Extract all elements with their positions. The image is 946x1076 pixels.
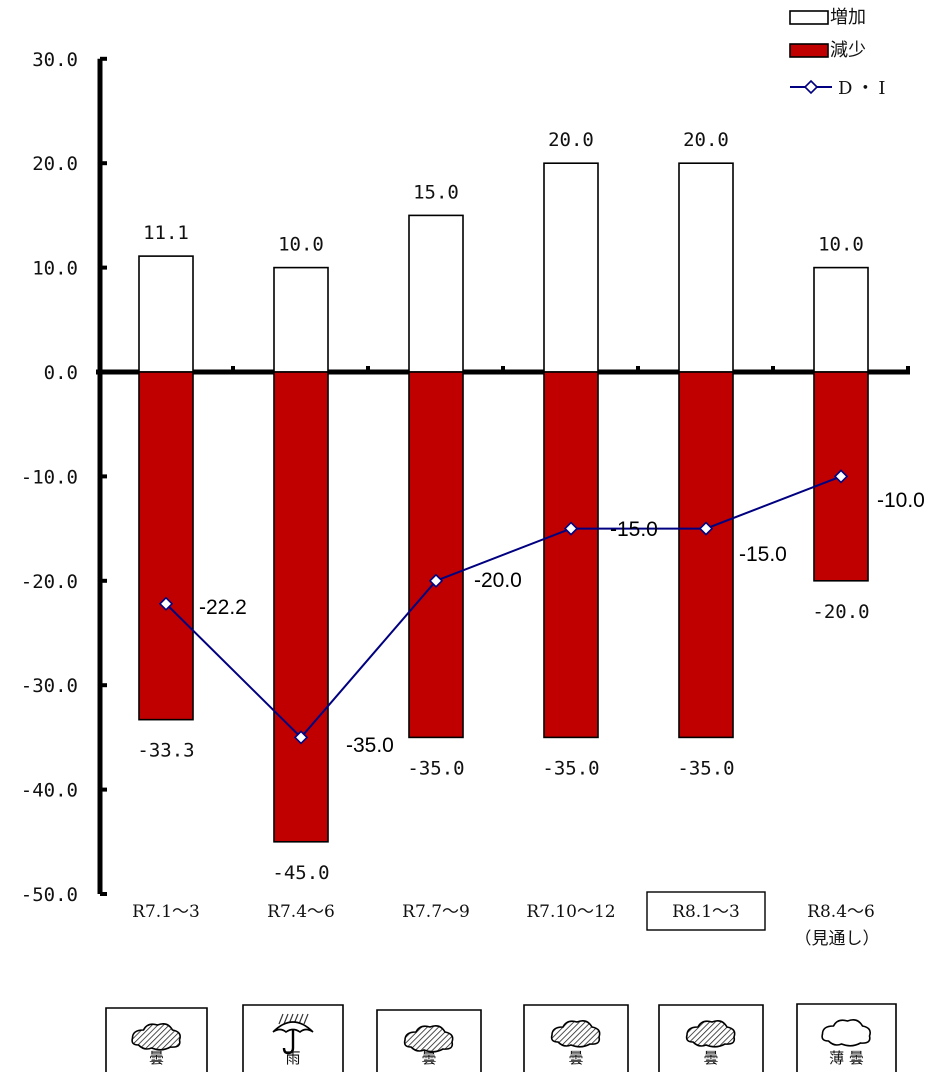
di-series-line (165, 475, 842, 739)
weather-panel-frame (658, 1004, 764, 1072)
decrease-value-label: -35.0 (407, 757, 464, 779)
bar-increase (408, 214, 464, 373)
light-cloud-icon (821, 1019, 871, 1047)
y-tick-label: -30.0 (21, 675, 78, 697)
bar-decrease (678, 371, 734, 739)
decrease-value-label: -35.0 (677, 757, 734, 779)
rain-icon (272, 1013, 314, 1055)
weather-panel: 薄 曇 (796, 1003, 897, 1072)
legend-swatch-increase (789, 10, 829, 25)
umbrella-handle (282, 1030, 295, 1055)
cloudy-icon (403, 1025, 454, 1053)
weather-panel: 曇 (376, 1009, 482, 1072)
weather-label: 雨 (285, 1049, 300, 1067)
increase-value-label: 20.0 (548, 129, 594, 151)
weather-label: 曇 (421, 1049, 436, 1067)
di-value-label: -10.0 (877, 489, 925, 512)
y-tick-label: 10.0 (32, 258, 78, 280)
legend-label-di: D・I (838, 78, 890, 99)
bar-decrease (273, 371, 329, 843)
legend-label-increase: 増加 (830, 7, 866, 28)
di-point (833, 469, 849, 484)
decrease-value-label: -33.3 (137, 740, 194, 762)
decrease-value-label: -45.0 (272, 862, 329, 884)
bar-decrease (543, 371, 599, 739)
di-point (158, 596, 174, 611)
y-tick-label: 0.0 (44, 362, 78, 384)
weather-label: 曇 (703, 1049, 718, 1067)
y-tick-label: -10.0 (21, 466, 78, 488)
di-point (293, 730, 309, 745)
bar-increase (678, 162, 734, 373)
legend-label-decrease: 減少 (830, 40, 866, 61)
decrease-value-label: -20.0 (812, 601, 869, 623)
rain-drop (303, 1013, 309, 1025)
category-sublabel: （見通し） (795, 929, 880, 949)
weather-panel-frame (796, 1003, 897, 1072)
y-tick-label: 30.0 (32, 49, 78, 71)
bar-increase (273, 266, 329, 373)
category-label: R7.10～12 (526, 902, 615, 922)
di-value-label: -20.0 (474, 569, 522, 592)
di-value-label: -15.0 (610, 518, 658, 541)
bar-increase (813, 266, 869, 373)
increase-value-label: 10.0 (818, 234, 864, 256)
cloudy-icon (685, 1020, 736, 1048)
decrease-value-label: -35.0 (542, 757, 599, 779)
cloudy-icon (550, 1020, 601, 1048)
weather-panel: 曇 (105, 1007, 208, 1072)
bars (138, 162, 869, 843)
di-value-label: -22.2 (199, 596, 247, 619)
weather-label: 薄 曇 (829, 1049, 864, 1067)
increase-value-label: 15.0 (413, 181, 459, 203)
category-label: R7.1～3 (132, 902, 200, 922)
category-label: R7.4～6 (267, 902, 335, 922)
category-label: R8.4～6 (807, 902, 875, 922)
increase-value-label: 11.1 (143, 222, 189, 244)
category-label: R7.7～9 (402, 902, 470, 922)
di-value-label: -35.0 (346, 734, 394, 757)
di-point (698, 521, 714, 536)
di-value-label: -15.0 (739, 543, 787, 566)
bar-decrease (408, 371, 464, 739)
weather-panel: 雨 (242, 1004, 344, 1072)
di-point (563, 521, 579, 536)
category-label: R8.1～3 (672, 902, 740, 922)
bar-increase (543, 162, 599, 373)
weather-panels: 曇雨曇曇曇薄 曇 (105, 1003, 897, 1072)
weather-panel-frame (105, 1007, 208, 1072)
data-labels: 11.1 -33.3 10.0 -45.0 15.0 -35.0 20.0 -35.0 20.0… (137, 129, 924, 884)
weather-panel-frame (523, 1004, 629, 1072)
weather-label: 曇 (149, 1049, 164, 1067)
weather-label: 曇 (568, 1049, 583, 1067)
y-tick-label: -40.0 (21, 780, 78, 802)
rain-drop (283, 1013, 289, 1025)
legend-swatch-decrease (789, 43, 829, 58)
weather-panel: 曇 (523, 1004, 629, 1072)
y-tick-label: 20.0 (32, 153, 78, 175)
rain-drop (278, 1013, 284, 1025)
legend-swatch-di-marker (803, 79, 819, 95)
highlight-box (646, 891, 766, 931)
category-labels: R7.1～3 R7.4～6 R7.7～9 R7.10～12 R8.1～3 R8.4～6 （見… (132, 891, 880, 949)
bar-decrease (138, 371, 194, 721)
y-tick-label: -50.0 (21, 884, 78, 906)
di-line (158, 469, 849, 745)
increase-value-label: 20.0 (683, 129, 729, 151)
di-point (428, 573, 444, 588)
weather-panel-frame (376, 1009, 482, 1072)
cloudy-icon (131, 1023, 181, 1051)
axes: 30.0 20.0 10.0 0.0 -10.0 -20.0 -30.0 -40.0 -50.0 (21, 49, 910, 906)
umbrella-canopy (272, 1021, 314, 1034)
weather-panel: 曇 (658, 1004, 764, 1072)
increase-value-label: 10.0 (278, 234, 324, 256)
bar-increase (138, 255, 194, 373)
weather-panel-frame (242, 1004, 344, 1072)
y-tick-label: -20.0 (21, 571, 78, 593)
